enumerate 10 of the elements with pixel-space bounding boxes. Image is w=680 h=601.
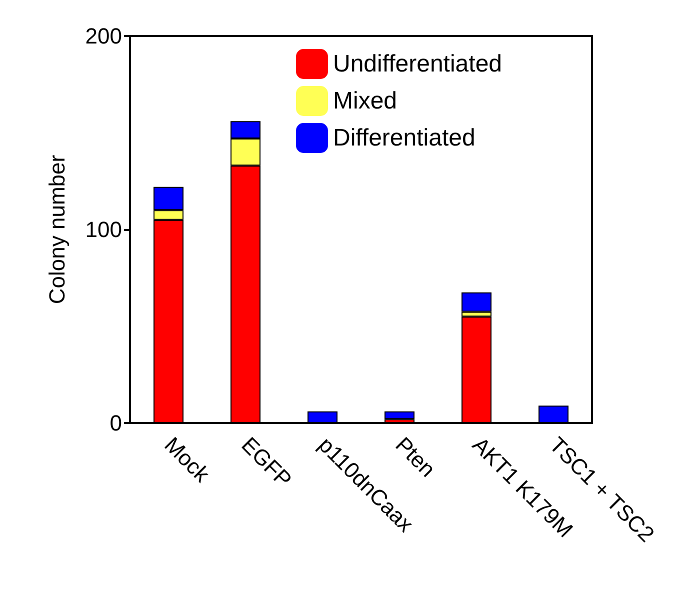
y-tick-label: 0 — [110, 410, 122, 436]
bar — [538, 406, 568, 423]
y-tick-label: 200 — [85, 24, 122, 48]
y-tick-label: 100 — [85, 217, 122, 242]
y-axis-title: Colony number — [44, 154, 70, 304]
legend-label: Differentiated — [333, 124, 476, 152]
bar — [308, 411, 338, 423]
legend-label: Mixed — [333, 88, 398, 114]
bar — [384, 411, 414, 420]
legend-label: Undifferentiated — [333, 50, 502, 78]
